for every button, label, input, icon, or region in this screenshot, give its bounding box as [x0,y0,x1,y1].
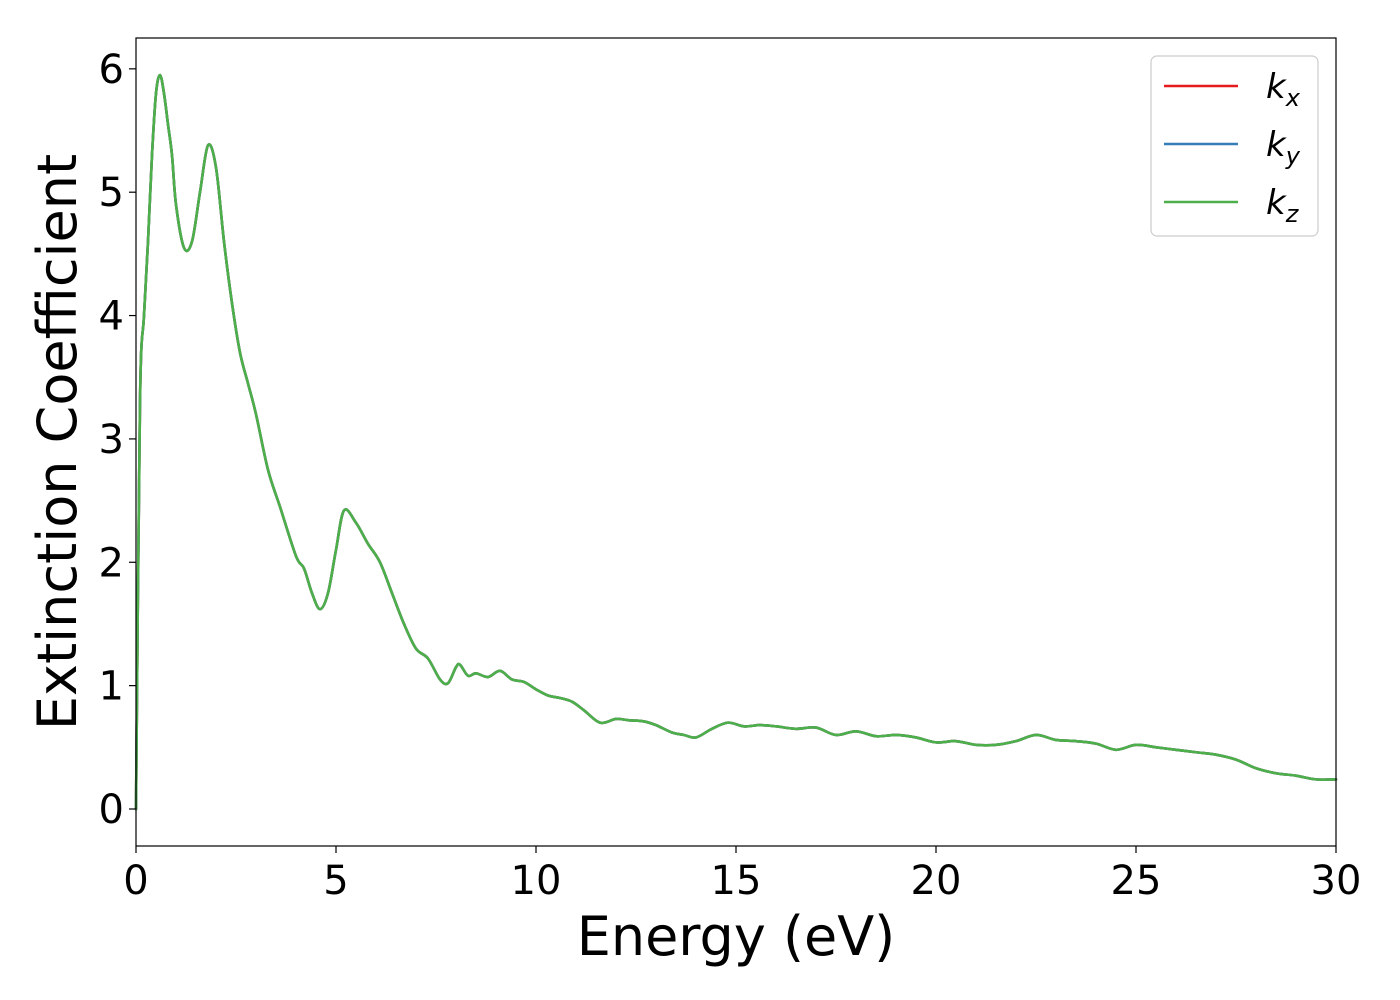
legend-label-kz: kz [1266,183,1300,228]
x-axis: 0 5 10 15 20 25 30 [123,846,1361,904]
series-layer [134,73,1338,811]
series-line-kz [134,73,1338,811]
y-tick-label: 0 [99,787,124,833]
x-axis-label: Energy (eV) [577,905,896,968]
x-tick-label: 10 [511,858,562,904]
x-tick-label: 0 [123,858,148,904]
plot-area [136,38,1336,846]
x-tick-label: 20 [911,858,962,904]
y-tick-label: 3 [99,417,124,463]
y-tick-label: 2 [99,540,124,586]
x-tick-label: 30 [1311,858,1362,904]
legend-label-ky: ky [1266,125,1301,170]
x-tick-label: 15 [711,858,762,904]
legend: kx ky kz [1150,55,1319,237]
y-tick-label: 4 [99,294,124,340]
y-tick-label: 6 [99,47,124,93]
x-tick-label: 5 [323,858,348,904]
legend-label-kx: kx [1266,67,1301,112]
y-tick-label: 1 [99,664,124,710]
y-tick-label: 5 [99,170,124,216]
y-axis-label: Extinction Coefficient [26,154,89,730]
x-tick-label: 25 [1111,858,1162,904]
legend-box [1150,55,1319,237]
y-axis: 0 1 2 3 4 5 6 [99,47,136,833]
